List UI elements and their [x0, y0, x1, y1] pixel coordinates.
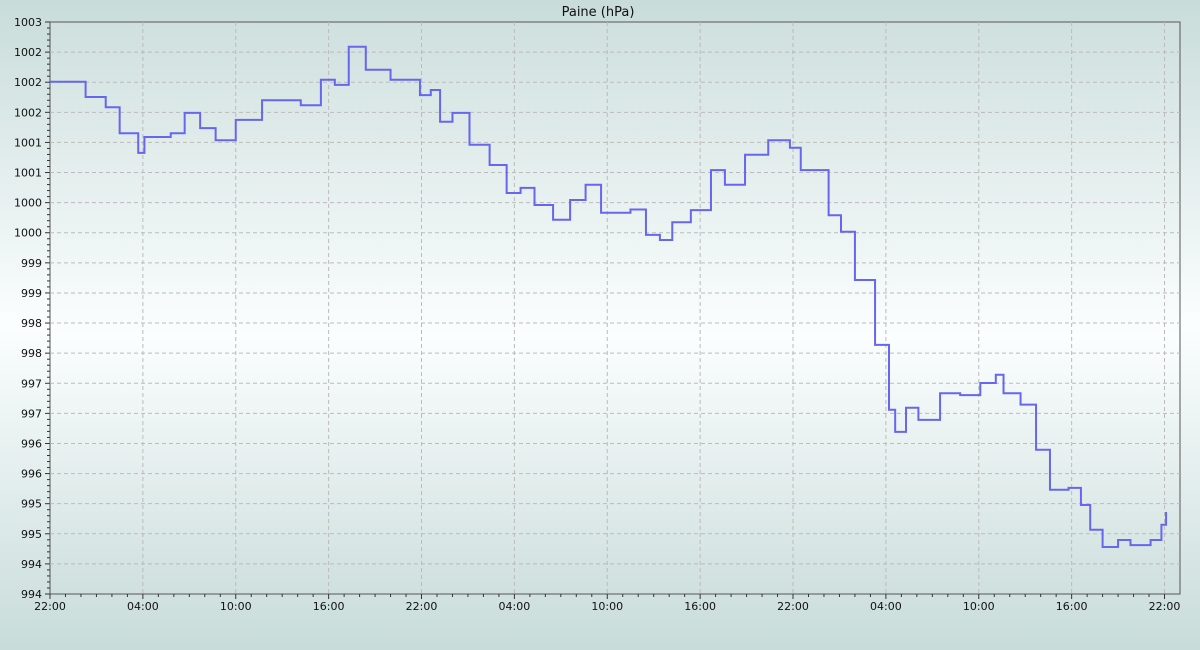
x-tick-label: 04:00	[870, 600, 902, 613]
x-tick-label: 22:00	[1149, 600, 1181, 613]
y-tick-label: 995	[21, 498, 42, 511]
x-tick-label: 10:00	[591, 600, 623, 613]
y-tick-label: 998	[21, 347, 42, 360]
chart-title: Paine (hPa)	[562, 5, 635, 20]
x-tick-label: 16:00	[1056, 600, 1088, 613]
x-tick-label: 04:00	[499, 600, 531, 613]
x-tick-label: 10:00	[220, 600, 252, 613]
x-tick-label: 22:00	[777, 600, 809, 613]
y-axis: 1003 1002 1002 1002 1001 1001 1000 1000 999 999 99…	[14, 16, 50, 601]
grid	[50, 22, 1180, 594]
y-tick-label: 996	[21, 468, 42, 481]
y-tick-label: 994	[21, 588, 42, 601]
plot-area	[49, 21, 1181, 595]
y-tick-label: 994	[21, 558, 42, 571]
x-tick-label: 22:00	[406, 600, 438, 613]
y-tick-label: 999	[21, 257, 42, 270]
y-tick-label: 998	[21, 317, 42, 330]
y-tick-label: 1000	[14, 227, 42, 240]
y-tick-label: 1001	[14, 167, 42, 180]
x-tick-label: 22:00	[34, 600, 66, 613]
y-tick-label: 1000	[14, 197, 42, 210]
y-tick-label: 1002	[14, 106, 42, 119]
x-tick-label: 04:00	[127, 600, 159, 613]
y-tick-label: 997	[21, 407, 42, 420]
y-tick-label: 1003	[14, 16, 42, 29]
y-tick-label: 996	[21, 437, 42, 450]
y-tick-label: 997	[21, 377, 42, 390]
x-tick-label: 10:00	[963, 600, 995, 613]
x-tick-label: 16:00	[684, 600, 716, 613]
series-line	[50, 45, 1168, 548]
x-axis: 22:00 04:00 10:00 16:00 22:00 04:00 10:00 16:00…	[34, 594, 1180, 613]
x-tick-label: 16:00	[313, 600, 345, 613]
y-tick-label: 999	[21, 287, 42, 300]
y-tick-label: 1002	[14, 46, 42, 59]
y-tick-label: 1002	[14, 76, 42, 89]
y-tick-label: 995	[21, 528, 42, 541]
y-tick-label: 1001	[14, 136, 42, 149]
